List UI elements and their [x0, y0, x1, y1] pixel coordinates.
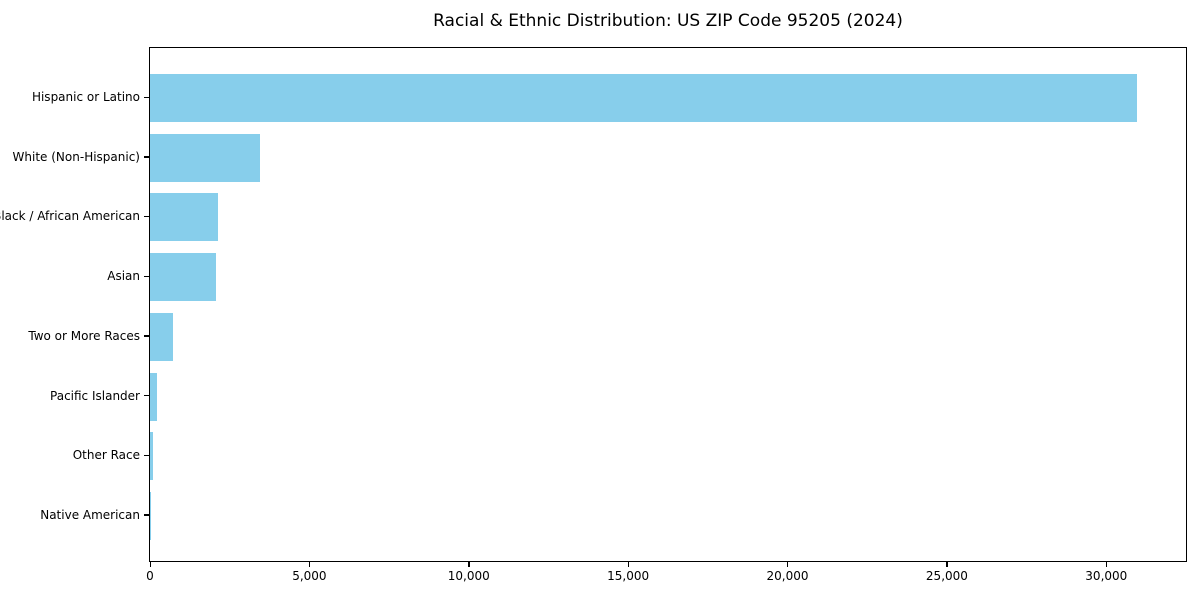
chart-title: Racial & Ethnic Distribution: US ZIP Cod…	[433, 11, 903, 31]
bar-white-non-hispanic	[150, 133, 260, 182]
y-tick	[144, 96, 149, 98]
y-tick	[144, 454, 149, 457]
y-tick	[144, 335, 149, 337]
y-tick	[144, 156, 149, 158]
y-axis-label: Hispanic or Latino	[31, 90, 140, 104]
y-axis-label: Native American	[40, 507, 140, 522]
bar-black-african-american	[150, 193, 218, 242]
x-axis-tick-label: 30,000	[1085, 569, 1128, 583]
bar-hispanic-or-latino	[150, 74, 1137, 122]
y-tick	[144, 275, 149, 277]
y-axis-label: Pacific Islander	[50, 388, 140, 403]
x-axis-tick-label: 25,000	[925, 569, 968, 583]
y-tick	[144, 395, 149, 397]
y-axis-label: Asian	[107, 269, 140, 284]
x-tick	[946, 562, 948, 567]
x-axis-tick-label: 15,000	[607, 569, 650, 583]
x-axis-tick-label: 0	[146, 569, 154, 583]
x-tick	[308, 562, 311, 567]
y-axis-label: Black / African American	[0, 209, 140, 224]
x-tick	[787, 562, 789, 567]
bar-asian	[150, 253, 216, 302]
x-tick	[1105, 562, 1108, 567]
plot-area	[149, 47, 1187, 562]
y-tick	[144, 514, 149, 516]
x-tick	[627, 562, 629, 567]
y-tick	[144, 215, 149, 218]
x-axis-tick-label: 5,000	[292, 569, 327, 583]
y-axis-label: Other Race	[72, 448, 140, 463]
bar-other-race	[150, 432, 154, 481]
y-axis-label: White (Non-Hispanic)	[12, 149, 140, 164]
y-axis-label: Two or More Races	[28, 328, 140, 343]
x-tick	[149, 562, 151, 567]
x-axis-tick-label: 20,000	[766, 569, 809, 583]
bar-two-or-more-races	[150, 312, 173, 361]
x-axis-tick-label: 10,000	[447, 569, 490, 583]
bar-pacific-islander	[150, 372, 157, 421]
bar-native-american	[150, 491, 151, 540]
x-tick	[468, 562, 470, 567]
